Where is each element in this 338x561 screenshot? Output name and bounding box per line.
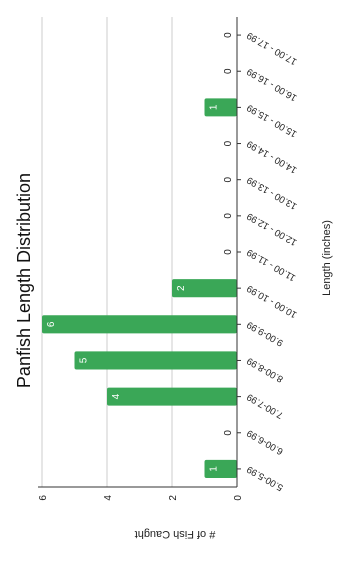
bar: [172, 279, 237, 298]
data-label: 0: [223, 32, 234, 38]
x-tick-label: 5.00-5.99: [245, 463, 285, 493]
data-label: 4: [111, 393, 122, 399]
y-tick-label: 0: [233, 495, 244, 501]
bar: [74, 351, 237, 370]
data-label: 5: [79, 357, 90, 363]
axes: [38, 17, 241, 488]
bar: [107, 387, 237, 406]
x-tick-label: 16.00 - 16.99: [245, 66, 299, 104]
data-label: 1: [209, 104, 220, 110]
data-label: 6: [46, 321, 57, 327]
x-axis-title: Length (inches): [321, 220, 333, 296]
x-tick-label: 12.00 - 12.99: [245, 210, 299, 248]
x-tick-label: 17.00 - 17.99: [245, 29, 299, 67]
y-tick-label: 4: [103, 495, 114, 501]
data-label: 0: [223, 140, 234, 146]
chart-title: Panfish Length Distribution: [14, 173, 34, 388]
chart-rotated-group: Panfish Length Distribution 0 2 4 6 5.00-5.9…: [14, 17, 333, 540]
data-label: 0: [223, 249, 234, 255]
x-tick-label: 15.00 - 15.99: [245, 102, 299, 140]
bars: [42, 98, 237, 478]
data-label: 0: [223, 68, 234, 74]
data-label: 2: [176, 285, 187, 291]
data-label: 0: [223, 176, 234, 182]
data-label: 0: [223, 430, 234, 436]
x-tick-label: 14.00 - 14.99: [245, 138, 299, 176]
x-tick-label: 9.00-9.99: [245, 319, 285, 349]
y-tick-label: 2: [168, 495, 179, 501]
bar: [204, 459, 237, 478]
data-label: 1: [209, 466, 220, 472]
x-tick-label: 7.00-7.99: [245, 391, 285, 421]
bar: [42, 315, 237, 334]
x-tick-label: 10.00 - 10.99: [245, 283, 299, 321]
gridlines: [41, 17, 173, 487]
x-tick-label: 8.00-8.99: [245, 355, 285, 385]
y-axis-title: # of Fish Caught: [135, 528, 216, 540]
x-tick-label: 11.00 - 11.99: [245, 246, 298, 283]
y-tick-label: 6: [38, 495, 49, 501]
bar: [204, 98, 237, 117]
x-tick-label: 13.00 - 13.99: [245, 174, 299, 212]
x-tick-label: 6.00-6.99: [245, 427, 285, 457]
data-label: 0: [223, 213, 234, 219]
labels: 0 2 4 6 5.00-5.99 1 6.00-6.99 0 7.00-7.99 4 8.00-8…: [38, 29, 299, 500]
